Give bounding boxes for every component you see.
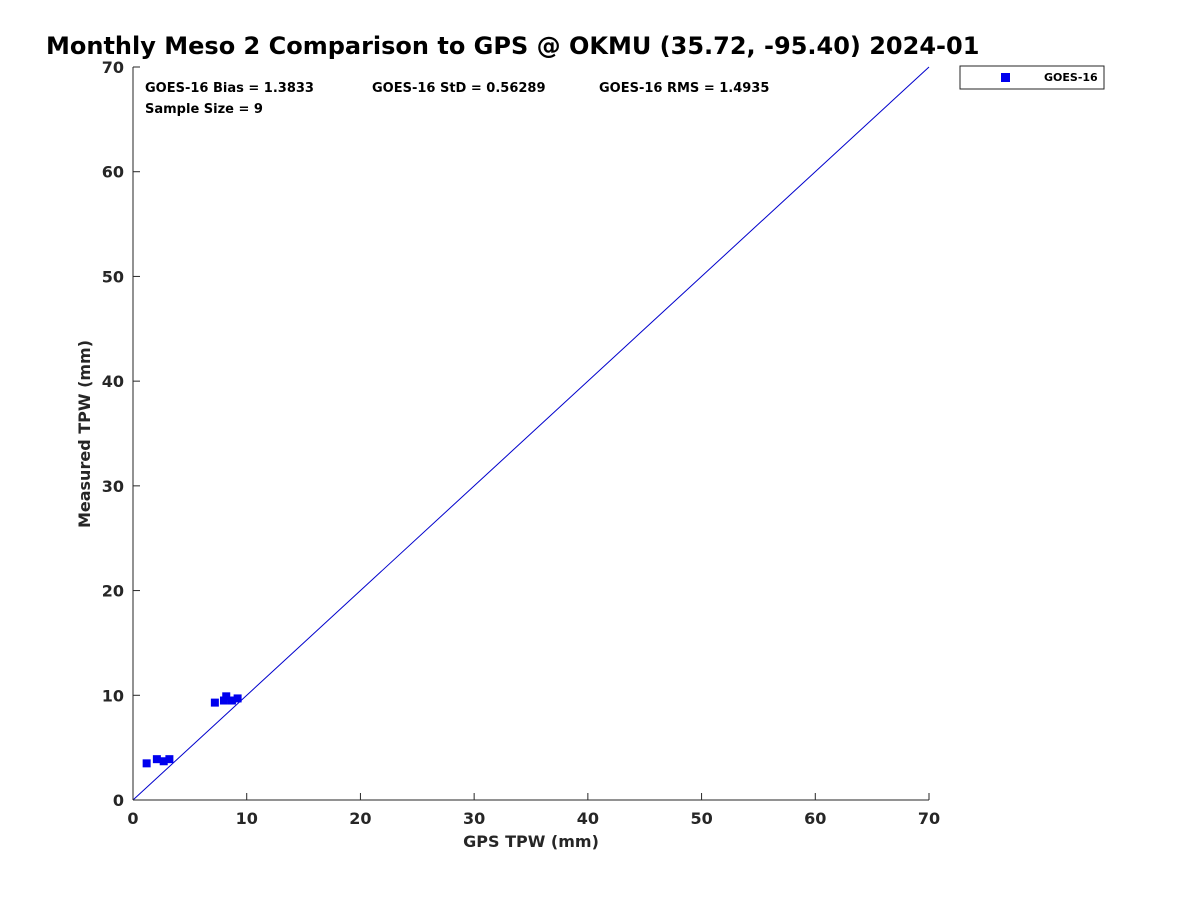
x-tick-label: 30: [463, 809, 485, 828]
data-points-layer: [142, 692, 242, 768]
y-axis-ticks: 0 10 20 30 40 50 60 70: [102, 58, 140, 810]
sample-size-annotation: Sample Size = 9: [145, 102, 263, 117]
y-tick-label: 20: [102, 582, 124, 601]
legend-box: [959, 65, 1105, 90]
y-tick-label: 0: [113, 791, 124, 810]
y-tick-label: 70: [102, 58, 124, 77]
std-annotation: GOES-16 StD = 0.56289: [372, 81, 546, 96]
one-to-one-line: [132, 66, 930, 801]
chart-title: Monthly Meso 2 Comparison to GPS @ OKMU …: [46, 32, 979, 60]
bias-annotation: GOES-16 Bias = 1.3833: [145, 81, 314, 96]
y-tick-label: 30: [102, 477, 124, 496]
data-point: [227, 696, 236, 705]
data-point: [165, 755, 174, 764]
x-tick-label: 10: [236, 809, 258, 828]
x-tick-label: 40: [577, 809, 599, 828]
data-point: [159, 757, 168, 766]
x-tick-label: 0: [127, 809, 138, 828]
data-point: [152, 755, 161, 764]
y-tick-label: 60: [102, 163, 124, 182]
x-tick-label: 50: [690, 809, 712, 828]
x-tick-label: 70: [918, 809, 940, 828]
x-tick-label: 20: [349, 809, 371, 828]
rms-annotation: GOES-16 RMS = 1.4935: [599, 81, 769, 96]
y-tick-label: 10: [102, 686, 124, 705]
x-axis-label: GPS TPW (mm): [463, 832, 599, 851]
x-tick-label: 60: [804, 809, 826, 828]
reference-line-layer: [132, 66, 930, 801]
data-point: [222, 692, 231, 701]
data-point: [233, 694, 242, 703]
legend: GOES-16: [959, 65, 1105, 90]
y-tick-label: 50: [102, 267, 124, 286]
data-point: [219, 696, 228, 705]
x-axis-ticks: 0 10 20 30 40 50 60 70: [127, 793, 940, 828]
data-point: [210, 698, 219, 707]
legend-marker-square: [1001, 73, 1010, 82]
data-point: [142, 759, 151, 768]
y-axis-label: Measured TPW (mm): [75, 340, 94, 528]
legend-entry-goes-16: GOES-16: [1044, 71, 1098, 84]
y-tick-label: 40: [102, 372, 124, 391]
